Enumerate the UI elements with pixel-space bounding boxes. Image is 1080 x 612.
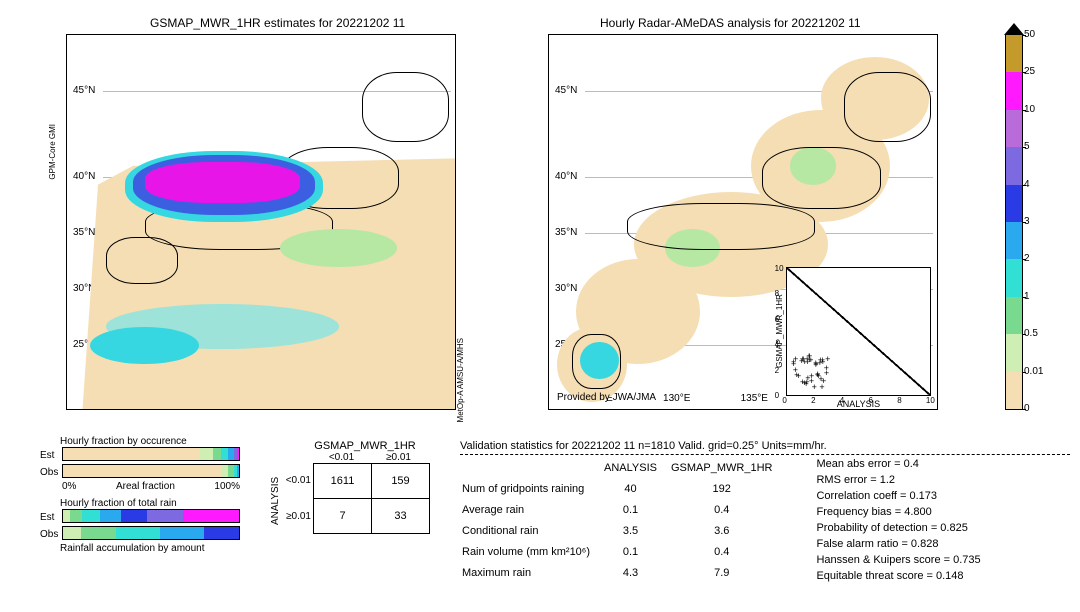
left-map: 125°E130°E135°E140°E145°E25°N30°N35°N40°…: [66, 34, 456, 410]
totalrain-row-obs: Obs: [40, 529, 62, 540]
right-map: 125°E130°E135°E25°N30°N35°N40°N45°NProvi…: [548, 34, 938, 410]
ct-cell-01: 159: [372, 464, 430, 499]
validation-block: Validation statistics for 20221202 11 n=…: [460, 440, 1070, 585]
validation-title: Validation statistics for 20221202 11 n=…: [460, 440, 1070, 452]
val-col-0: ANALYSIS: [604, 459, 669, 477]
occurrence-block: Hourly fraction by occurence Est Obs 0% …: [40, 436, 240, 554]
contingency-table: 1611159 733: [313, 463, 430, 534]
totalrain-title: Hourly fraction of total rain: [60, 498, 240, 509]
figure-root: GSMAP_MWR_1HR estimates for 20221202 11 …: [0, 0, 1080, 612]
totalrain-bar-est: [62, 509, 240, 523]
occurrence-bar-est: [62, 447, 240, 461]
left-map-title: GSMAP_MWR_1HR estimates for 20221202 11: [150, 16, 405, 30]
totalrain-row-est: Est: [40, 512, 62, 523]
occurrence-axis-0: 0%: [62, 481, 76, 492]
occurrence-axis-2: 100%: [214, 481, 240, 492]
validation-table: ANALYSISGSMAP_MWR_1HR Num of gridpoints …: [460, 457, 786, 585]
metrics-list: Mean abs error = 0.4RMS error = 1.2Corre…: [816, 457, 980, 585]
occurrence-bar-obs: [62, 464, 240, 478]
totalrain-bar-obs: [62, 526, 240, 540]
totalrain-caption: Rainfall accumulation by amount: [60, 543, 240, 554]
occurrence-row-obs: Obs: [40, 467, 62, 478]
contingency-row-0: <0.01: [283, 475, 311, 486]
contingency-col-header: GSMAP_MWR_1HR: [300, 440, 430, 452]
occurrence-axis-1: Areal fraction: [116, 481, 175, 492]
right-map-title: Hourly Radar-AMeDAS analysis for 2022120…: [600, 16, 861, 30]
val-col-1: GSMAP_MWR_1HR: [671, 459, 784, 477]
occurrence-title: Hourly fraction by occurence: [60, 436, 240, 447]
ct-cell-00: 1611: [314, 464, 372, 499]
contingency-col-0: <0.01: [313, 452, 370, 463]
contingency-row-1: ≥0.01: [283, 511, 311, 522]
occurrence-row-est: Est: [40, 450, 62, 461]
ct-cell-11: 33: [372, 499, 430, 534]
colorbar: 502510543210.50.010: [1005, 34, 1023, 410]
ct-cell-10: 7: [314, 499, 372, 534]
contingency-row-header: ANALYSIS: [270, 468, 281, 534]
contingency-col-1: ≥0.01: [370, 452, 427, 463]
contingency-block: GSMAP_MWR_1HR ANALYSIS <0.01≥0.01 <0.01 …: [270, 440, 430, 534]
